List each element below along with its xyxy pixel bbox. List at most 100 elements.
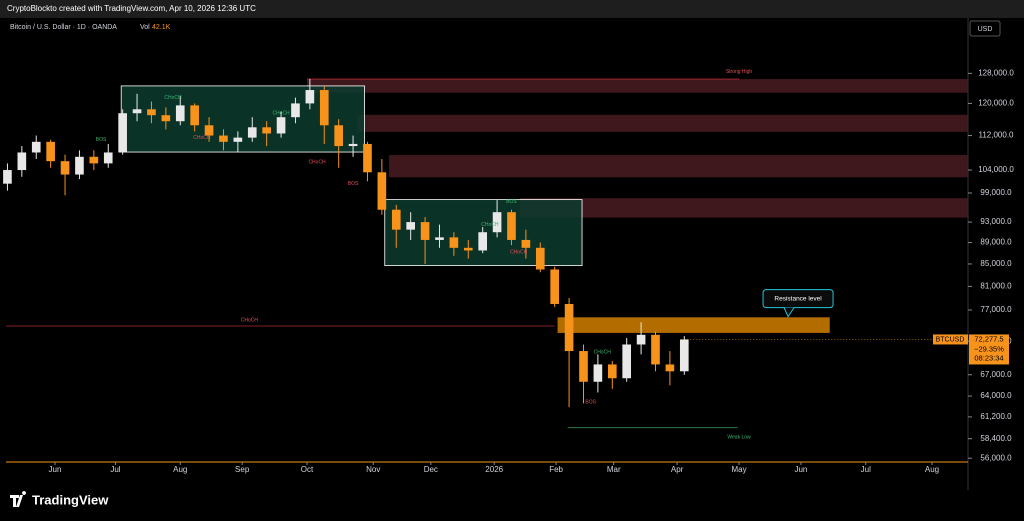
- countdown-label: 08:23:34: [974, 353, 1003, 362]
- y-tick-label: 77,000.0: [980, 305, 1012, 314]
- x-tick-label: Jun: [49, 465, 62, 474]
- change-label: −29.35%: [974, 344, 1004, 353]
- candle-body: [291, 103, 300, 118]
- candle-body: [319, 90, 329, 126]
- candle-body: [31, 141, 41, 153]
- candle-body: [521, 239, 531, 248]
- callout-text: Resistance level: [774, 295, 822, 302]
- candle-body: [46, 141, 55, 162]
- x-tick-label: Oct: [301, 465, 314, 474]
- zone: [389, 155, 968, 178]
- zone: [557, 317, 830, 333]
- volume-value: 42.1K: [152, 24, 171, 31]
- candle-body: [305, 90, 315, 104]
- x-tick-label: Aug: [925, 465, 939, 474]
- candle-body: [334, 125, 343, 147]
- candle-body: [679, 339, 689, 372]
- y-tick-label: 58,400.0: [980, 434, 1012, 443]
- candle-body: [103, 152, 113, 164]
- candle-body: [636, 334, 646, 345]
- plot: 128,000.0 120,000.0 112,000.0 104,000.0 99,0…: [3, 68, 1014, 474]
- candle-body: [118, 113, 127, 153]
- candle-body: [420, 222, 430, 240]
- zone: [357, 114, 968, 132]
- candle-body: [550, 269, 560, 304]
- candle-body: [60, 161, 70, 175]
- candle-body: [204, 125, 214, 136]
- x-tick-label: Sep: [235, 465, 250, 474]
- candle-body: [607, 364, 617, 379]
- candle-body: [175, 105, 185, 122]
- y-tick-label: 89,000.0: [980, 238, 1012, 247]
- candle-body: [564, 303, 574, 352]
- candle-body: [89, 156, 99, 164]
- x-tick-label: Aug: [173, 465, 187, 474]
- price-label: 72,277.5: [974, 334, 1003, 343]
- callout-box: [762, 289, 834, 309]
- symbol-label: BTCUSD: [936, 336, 965, 343]
- x-tick-label: Nov: [366, 465, 380, 474]
- x-tick-label: Jul: [110, 465, 120, 474]
- brand: TradingView: [32, 492, 109, 507]
- candle-body: [276, 117, 286, 134]
- header-bar: [0, 0, 1024, 18]
- y-tick-label: 61,200.0: [980, 412, 1012, 421]
- candle-body: [507, 212, 516, 240]
- x-tick-label: Jun: [794, 465, 807, 474]
- y-tick-label: 56,000.0: [980, 453, 1012, 462]
- volume-label: Vol: [140, 24, 150, 31]
- symbol-title: Bitcoin / U.S. Dollar · 1D · OANDA: [10, 24, 117, 31]
- y-tick-label: 81,000.0: [980, 282, 1012, 291]
- annotation: CHoCH: [241, 318, 259, 324]
- candle-body: [449, 237, 459, 248]
- currency-box[interactable]: [969, 20, 1001, 37]
- annotation: CHoCH: [510, 249, 528, 255]
- x-tick-label: Mar: [607, 465, 621, 474]
- header-title: CryptoBlockto created with TradingView.c…: [7, 4, 256, 13]
- candle-body: [161, 115, 171, 122]
- annotation: CHoCH: [594, 350, 612, 356]
- annotation: CHoCH: [164, 95, 182, 101]
- candle-body: [651, 334, 660, 365]
- currency[interactable]: USD: [978, 26, 993, 33]
- candle-body: [75, 156, 84, 175]
- candle-body: [147, 109, 156, 116]
- y-tick-label: 85,000.0: [980, 259, 1012, 268]
- x-tick-label: Dec: [424, 465, 438, 474]
- candle-body: [190, 105, 199, 126]
- y-tick-label: 104,000.0: [978, 165, 1014, 174]
- y-tick-label: 99,000.0: [980, 188, 1012, 197]
- callout-pointer: [783, 307, 795, 318]
- annotation: BOS: [585, 399, 596, 405]
- candle-body: [579, 351, 588, 382]
- symbol-box: [933, 334, 968, 345]
- candle-body: [377, 172, 387, 210]
- annotation: CHoCH: [272, 111, 290, 117]
- zone: [306, 79, 969, 93]
- candle-body: [492, 212, 502, 233]
- candle-body: [3, 170, 12, 184]
- zone: [520, 198, 968, 218]
- candle-body: [348, 143, 358, 147]
- candle-body: [406, 222, 415, 230]
- candle-body: [593, 364, 603, 382]
- annotation: CHoCH: [308, 159, 326, 165]
- y-tick-label: 128,000.0: [978, 68, 1014, 77]
- y-tick-label: 67,000.0: [980, 370, 1012, 379]
- logo-icon: [10, 491, 27, 507]
- y-tick-label: 64,000.0: [980, 391, 1012, 400]
- x-tick-label: Apr: [671, 465, 684, 474]
- annotation: Weak Low: [727, 434, 751, 440]
- candle-body: [262, 127, 271, 134]
- candle-body: [622, 344, 632, 379]
- candle-body: [247, 127, 257, 138]
- candle-body: [463, 247, 473, 251]
- annotation: BOS: [348, 181, 359, 187]
- candle-body: [219, 135, 228, 142]
- y-tick-label: 120,000.0: [978, 99, 1014, 108]
- annotation: Strong High: [726, 69, 753, 75]
- annotation: BOS: [506, 199, 517, 205]
- x-tick-label: 2026: [485, 465, 503, 474]
- candle-body: [17, 152, 27, 171]
